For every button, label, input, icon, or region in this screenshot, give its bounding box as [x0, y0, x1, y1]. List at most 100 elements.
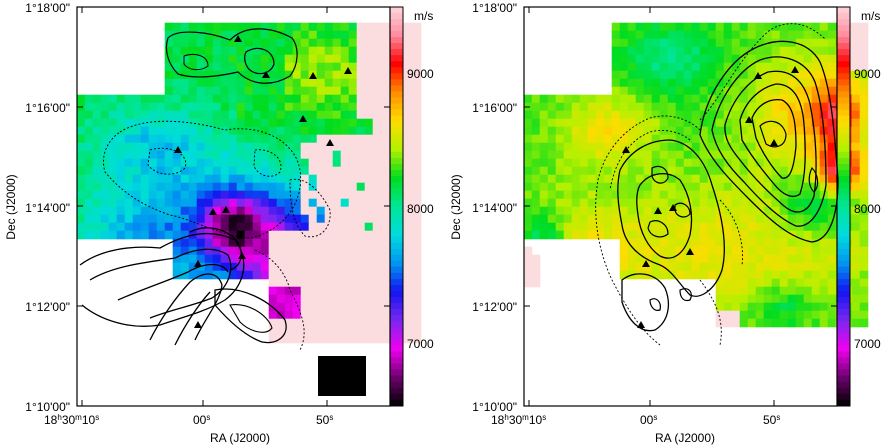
map-pixel: [539, 214, 549, 224]
map-pixel: [699, 158, 709, 168]
map-pixel: [412, 158, 422, 168]
map-pixel: [787, 238, 797, 248]
beam-box: [318, 356, 366, 396]
map-pixel: [675, 94, 685, 104]
map-pixel: [412, 78, 422, 88]
map-pixel: [308, 30, 318, 40]
map-pixel: [332, 38, 342, 48]
map-pixel: [92, 174, 102, 184]
map-pixel: [300, 150, 310, 160]
map-pixel: [284, 238, 294, 248]
map-pixel: [316, 174, 326, 184]
map-pixel: [204, 110, 214, 120]
map-pixel: [819, 62, 829, 72]
map-pixel: [220, 246, 230, 256]
map-pixel: [100, 142, 110, 152]
colorbar-swatch: [390, 61, 403, 68]
map-pixel: [348, 278, 358, 288]
map-pixel: [683, 22, 693, 32]
map-pixel: [292, 334, 302, 344]
map-pixel: [300, 310, 310, 320]
map-pixel: [739, 198, 749, 208]
map-pixel: [332, 278, 342, 288]
map-pixel: [795, 318, 805, 328]
map-pixel: [683, 70, 693, 80]
colorbar-swatch: [837, 12, 850, 20]
map-pixel: [236, 198, 246, 208]
map-pixel: [651, 110, 661, 120]
map-pixel: [412, 118, 422, 128]
colorbar-swatch: [390, 387, 403, 395]
map-pixel: [707, 230, 717, 240]
map-pixel: [819, 86, 829, 96]
colorbar-swatch: [837, 194, 850, 201]
map-pixel: [284, 62, 294, 72]
map-pixel: [364, 222, 374, 232]
map-pixel: [699, 38, 709, 48]
map-pixel: [284, 294, 294, 304]
map-pixel: [811, 22, 821, 32]
map-pixel: [539, 230, 549, 240]
map-pixel: [587, 222, 597, 232]
map-pixel: [188, 254, 198, 264]
map-pixel: [308, 310, 318, 320]
map-pixel: [316, 126, 326, 136]
map-pixel: [180, 46, 190, 56]
map-pixel: [635, 198, 645, 208]
colorbar-swatch: [837, 176, 850, 183]
map-pixel: [699, 118, 709, 128]
map-pixel: [787, 310, 797, 320]
map-pixel: [180, 22, 190, 32]
map-pixel: [659, 182, 669, 192]
map-pixel: [252, 254, 262, 264]
map-pixel: [715, 230, 725, 240]
map-pixel: [276, 262, 286, 272]
map-pixel: [412, 54, 422, 64]
map-pixel: [747, 278, 757, 288]
map-pixel: [316, 262, 326, 272]
map-pixel: [859, 230, 869, 240]
map-pixel: [116, 222, 126, 232]
map-pixel: [276, 94, 286, 104]
map-pixel: [84, 126, 94, 136]
map-pixel: [643, 246, 653, 256]
map-pixel: [651, 94, 661, 104]
map-pixel: [380, 238, 390, 248]
map-pixel: [779, 278, 789, 288]
map-pixel: [803, 54, 813, 64]
map-pixel: [236, 166, 246, 176]
map-pixel: [627, 86, 637, 96]
colorbar-swatch: [390, 182, 403, 189]
map-pixel: [404, 118, 414, 128]
map-pixel: [228, 246, 238, 256]
map-pixel: [563, 198, 573, 208]
map-pixel: [156, 190, 166, 200]
map-pixel: [108, 166, 118, 176]
map-pixel: [244, 198, 254, 208]
map-pixel: [188, 158, 198, 168]
colorbar-swatch: [837, 212, 850, 219]
map-pixel: [619, 134, 629, 144]
map-pixel: [412, 222, 422, 232]
map-pixel: [348, 230, 358, 240]
map-pixel: [691, 158, 701, 168]
map-pixel: [132, 158, 142, 168]
map-pixel: [827, 142, 837, 152]
map-pixel: [739, 214, 749, 224]
map-pixel: [308, 150, 318, 160]
map-pixel: [627, 102, 637, 112]
left-xtick-2: 00s: [193, 413, 210, 427]
map-pixel: [771, 102, 781, 112]
map-pixel: [747, 126, 757, 136]
map-pixel: [555, 222, 565, 232]
map-pixel: [731, 318, 741, 328]
map-pixel: [651, 238, 661, 248]
colorbar-swatch: [837, 266, 850, 274]
map-pixel: [180, 150, 190, 160]
star-marker: [299, 115, 307, 122]
map-pixel: [851, 222, 861, 232]
star-marker: [754, 72, 762, 79]
map-pixel: [683, 262, 693, 272]
colorbar-swatch: [837, 73, 850, 80]
map-pixel: [348, 246, 358, 256]
